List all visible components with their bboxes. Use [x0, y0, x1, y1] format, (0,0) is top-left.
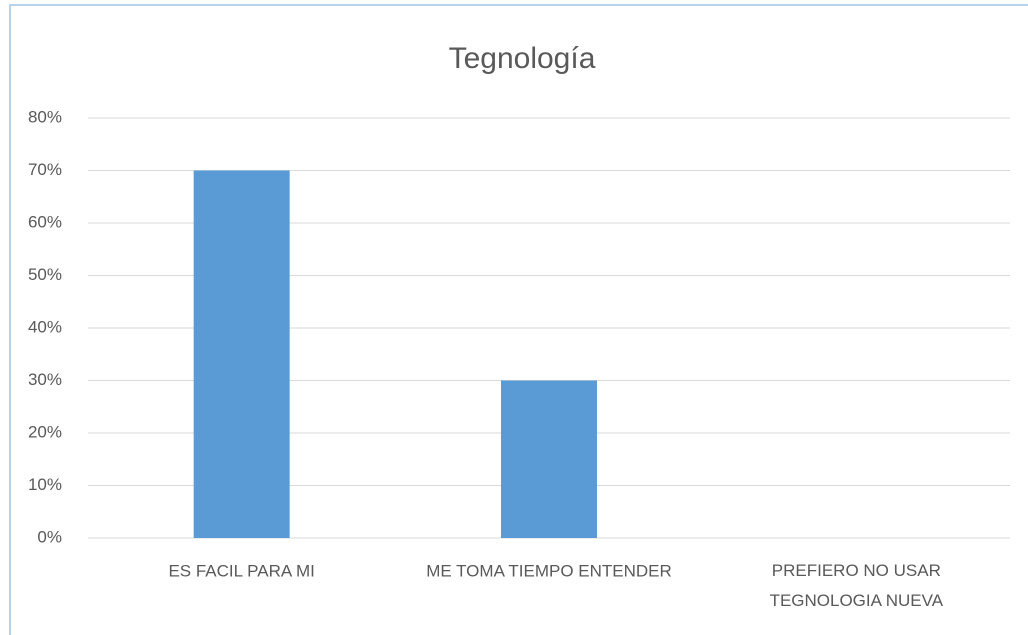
bar [193, 170, 290, 538]
chart-frame [9, 4, 1028, 635]
y-tick-label: 30% [28, 370, 62, 389]
x-tick-label: ME TOMA TIEMPO ENTENDER [426, 561, 672, 580]
y-tick-label: 10% [28, 475, 62, 494]
y-tick-label: 40% [28, 317, 62, 336]
y-tick-label: 0% [37, 527, 62, 546]
x-tick-label: PREFIERO NO USAR TEGNOLOGIA NUEVA [770, 561, 944, 610]
y-tick-label: 20% [28, 422, 62, 441]
y-tick-label: 80% [28, 107, 62, 126]
y-tick-label: 50% [28, 265, 62, 284]
y-tick-label: 60% [28, 212, 62, 231]
y-tick-label: 70% [28, 160, 62, 179]
chart-title: Tegnología [449, 42, 596, 75]
x-tick-label: ES FACIL PARA MI [168, 561, 314, 580]
bar [501, 380, 597, 538]
